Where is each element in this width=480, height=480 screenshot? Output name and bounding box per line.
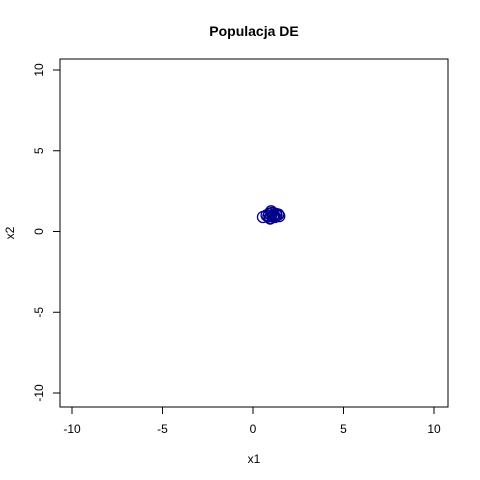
data-points	[256, 205, 286, 225]
x-tick-label: 5	[340, 422, 347, 436]
y-tick-label: -5	[32, 307, 46, 318]
y-tick-label: -10	[32, 384, 46, 402]
plot-frame	[59, 58, 449, 408]
x-tick-label: 10	[427, 422, 441, 436]
y-tick-label: 0	[32, 228, 46, 235]
x-axis-label: x1	[248, 452, 261, 466]
x-axis: -10 -5 0 5 10	[63, 406, 441, 436]
data-point	[264, 212, 277, 225]
chart-title: Populacja DE	[209, 23, 298, 39]
x-tick-label: 0	[250, 422, 257, 436]
y-axis: -10 -5 0 5 10	[32, 63, 61, 402]
y-tick-label: 10	[32, 63, 46, 77]
y-tick-label: 5	[32, 147, 46, 154]
data-point	[264, 205, 278, 218]
x-tick-label: -10	[63, 422, 81, 436]
x-tick-label: -5	[157, 422, 168, 436]
y-axis-label: x2	[3, 226, 17, 239]
